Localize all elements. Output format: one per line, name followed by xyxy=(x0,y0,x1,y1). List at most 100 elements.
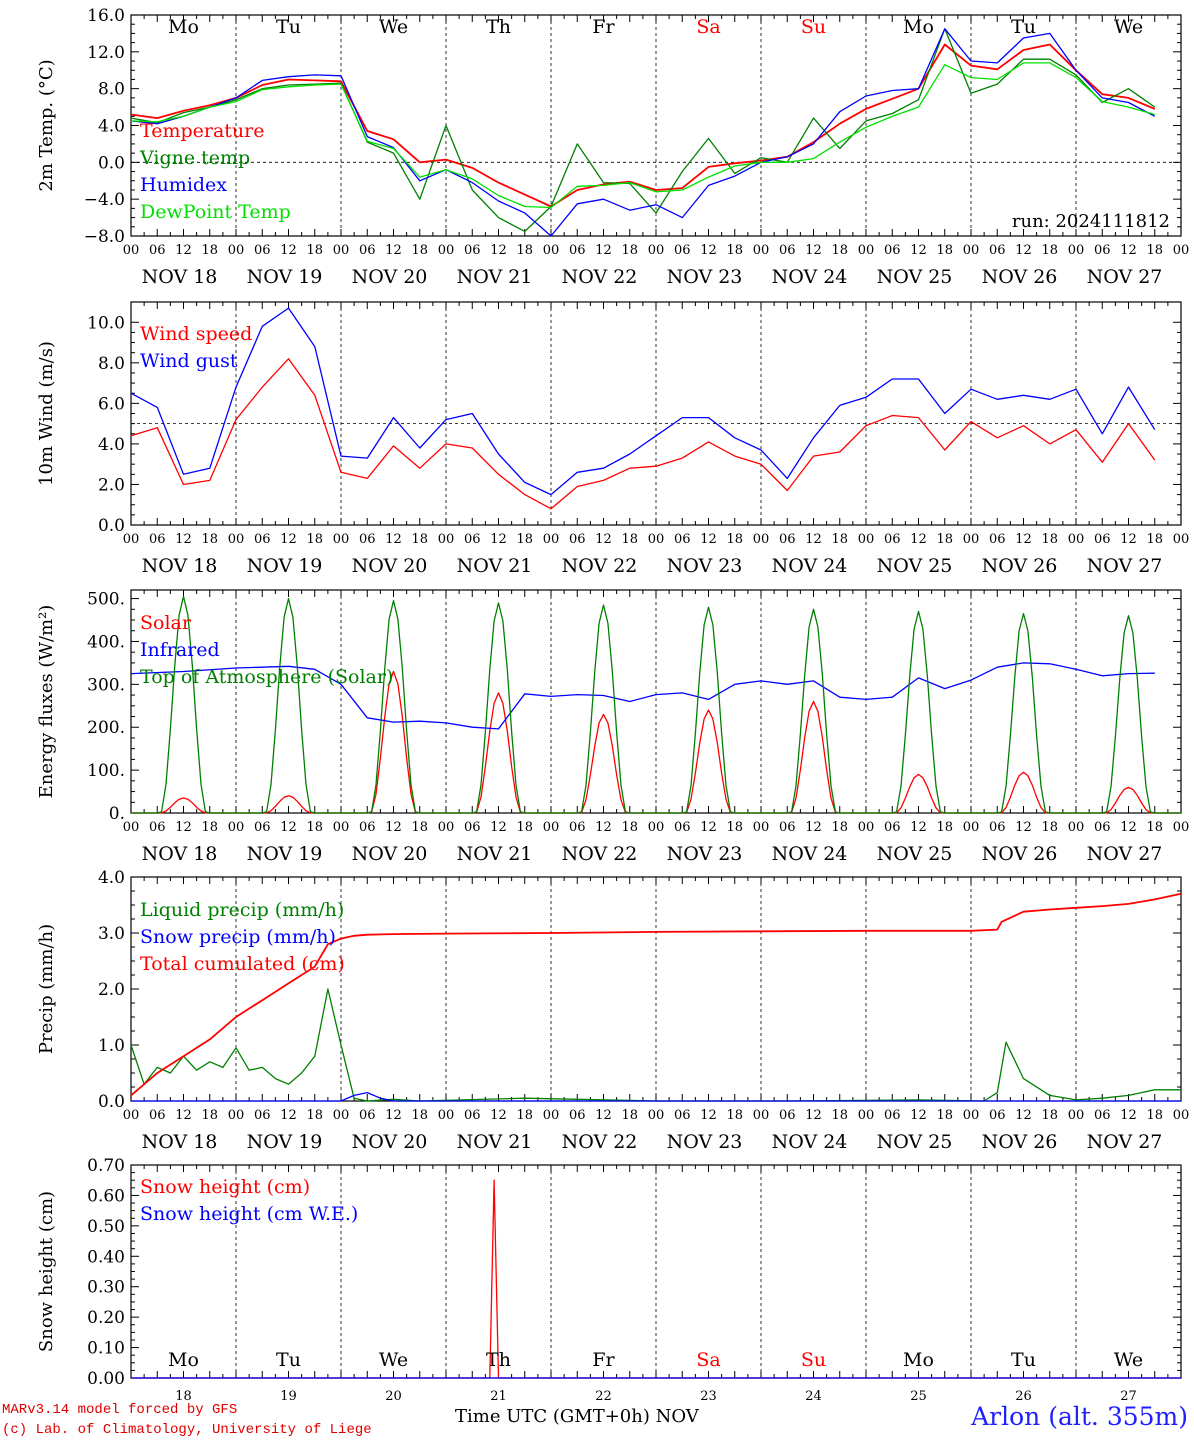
hour-label: 12 xyxy=(280,532,297,547)
hour-label: 12 xyxy=(595,820,612,835)
hour-label: 00 xyxy=(1173,532,1190,547)
hour-label: 12 xyxy=(805,820,822,835)
day-name: We xyxy=(1114,1349,1143,1371)
day-name: We xyxy=(1114,16,1143,38)
day-name: Tu xyxy=(276,1349,301,1371)
hour-label: 12 xyxy=(700,1108,717,1123)
hour-label: 00 xyxy=(438,1108,455,1123)
y-tick-label: 500. xyxy=(87,590,125,610)
day-name: Fr xyxy=(592,1349,615,1371)
y-tick-label: 0.40 xyxy=(87,1247,125,1267)
date-label: NOV 18 xyxy=(142,843,218,865)
y-tick-label: 0.0 xyxy=(98,516,125,536)
date-label: NOV 22 xyxy=(562,266,638,288)
hour-label: 12 xyxy=(175,532,192,547)
hour-label: 12 xyxy=(1120,243,1137,258)
date-label: NOV 21 xyxy=(457,266,533,288)
hour-label: 06 xyxy=(884,532,901,547)
day-number: 24 xyxy=(805,1389,822,1404)
hour-label: 06 xyxy=(254,820,271,835)
date-label: NOV 19 xyxy=(247,1131,323,1153)
y-tick-label: 2.0 xyxy=(98,980,125,1000)
hour-label: 12 xyxy=(910,1108,927,1123)
hour-label: 12 xyxy=(1120,532,1137,547)
hour-label: 12 xyxy=(805,532,822,547)
hour-label: 18 xyxy=(936,532,953,547)
series-line xyxy=(130,358,1156,510)
date-label: NOV 23 xyxy=(667,843,743,865)
hour-label: 12 xyxy=(385,532,402,547)
hour-label: 06 xyxy=(884,243,901,258)
hour-label: 12 xyxy=(595,532,612,547)
hour-label: 06 xyxy=(359,1108,376,1123)
hour-label: 06 xyxy=(674,820,691,835)
day-name: Tu xyxy=(1011,16,1036,38)
hour-label: 00 xyxy=(438,532,455,547)
date-label: NOV 24 xyxy=(772,1131,848,1153)
hour-label: 18 xyxy=(1041,1108,1058,1123)
legend-entry: Snow precip (mm/h) xyxy=(140,926,336,948)
day-name: We xyxy=(379,16,408,38)
legend-entry: Temperature xyxy=(140,120,264,142)
x-axis-title: Time UTC (GMT+0h) NOV xyxy=(455,1406,699,1427)
precip-y-label: Precip (mm/h) xyxy=(36,924,57,1054)
hour-label: 18 xyxy=(516,820,533,835)
legend-entry: Liquid precip (mm/h) xyxy=(140,899,344,921)
y-tick-label: 16.0 xyxy=(87,6,125,26)
hour-label: 18 xyxy=(831,243,848,258)
temp-series xyxy=(130,28,1156,237)
y-tick-label: 4.0 xyxy=(98,435,125,455)
hour-label: 06 xyxy=(884,820,901,835)
day-number: 25 xyxy=(910,1389,927,1404)
hour-label: 00 xyxy=(1068,820,1085,835)
hour-label: 00 xyxy=(1068,1108,1085,1123)
day-name: We xyxy=(379,1349,408,1371)
hour-label: 12 xyxy=(910,532,927,547)
day-name: Mo xyxy=(903,16,934,38)
wind-series xyxy=(130,307,1156,510)
series-line xyxy=(130,28,1156,233)
hour-label: 06 xyxy=(254,532,271,547)
hour-label: 00 xyxy=(333,820,350,835)
hour-label: 18 xyxy=(411,820,428,835)
hour-label: 06 xyxy=(464,243,481,258)
series-line xyxy=(131,595,1181,814)
legend-entry: DewPoint Temp xyxy=(140,201,291,223)
hour-label: 00 xyxy=(123,243,140,258)
hour-label: 06 xyxy=(464,532,481,547)
y-tick-label: 0.00 xyxy=(87,1369,125,1389)
hour-label: 12 xyxy=(490,243,507,258)
hour-label: 00 xyxy=(1068,243,1085,258)
hour-label: 12 xyxy=(700,820,717,835)
hour-label: 00 xyxy=(753,820,770,835)
hour-label: 18 xyxy=(1041,243,1058,258)
hour-label: 00 xyxy=(543,820,560,835)
hour-label: 12 xyxy=(490,1108,507,1123)
hour-label: 18 xyxy=(411,243,428,258)
day-number: 23 xyxy=(700,1389,717,1404)
hour-label: 06 xyxy=(989,1108,1006,1123)
energy-frame xyxy=(130,589,1182,814)
hour-label: 06 xyxy=(989,532,1006,547)
hour-label: 06 xyxy=(674,532,691,547)
hour-label: 12 xyxy=(490,532,507,547)
hour-label: 00 xyxy=(1173,243,1190,258)
hour-label: 06 xyxy=(989,243,1006,258)
hour-label: 06 xyxy=(569,820,586,835)
hour-label: 18 xyxy=(936,243,953,258)
hour-label: 18 xyxy=(726,1108,743,1123)
date-label: NOV 22 xyxy=(562,555,638,577)
day-name: Fr xyxy=(592,16,615,38)
hour-label: 00 xyxy=(648,532,665,547)
hour-label: 00 xyxy=(123,1108,140,1123)
hour-label: 06 xyxy=(359,820,376,835)
hour-label: 00 xyxy=(1173,1108,1190,1123)
date-label: NOV 26 xyxy=(982,843,1058,865)
day-number: 21 xyxy=(490,1389,507,1404)
hour-label: 06 xyxy=(569,532,586,547)
hour-label: 18 xyxy=(1146,1108,1163,1123)
hour-label: 18 xyxy=(726,243,743,258)
hour-label: 00 xyxy=(648,1108,665,1123)
hour-label: 00 xyxy=(543,243,560,258)
